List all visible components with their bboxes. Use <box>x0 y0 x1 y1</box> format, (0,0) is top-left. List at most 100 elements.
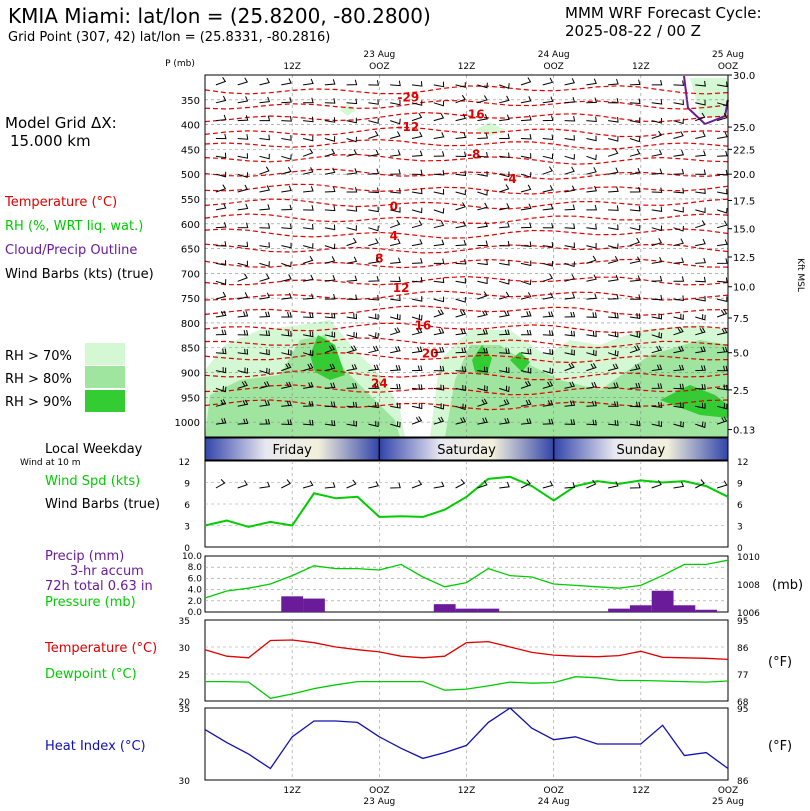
wind-barb <box>215 329 227 336</box>
wind-barb <box>564 261 575 268</box>
wind-barb <box>673 187 685 194</box>
wind-barb <box>411 207 423 214</box>
wind-barb <box>433 309 445 318</box>
wind-barb <box>651 332 663 339</box>
wind-barb <box>237 260 248 267</box>
wind-barb <box>695 365 706 372</box>
wind-barb <box>215 171 227 178</box>
wind-barb <box>586 381 597 389</box>
wind-barb <box>586 204 598 211</box>
wind-barb <box>411 384 423 390</box>
wind-barb <box>520 114 532 122</box>
wind-barb <box>411 239 423 247</box>
temp-tick-right-2: 86 <box>737 644 749 654</box>
wind-barb <box>695 276 706 283</box>
isotherm-label-6: 4 <box>390 229 398 243</box>
top-time-3: OOZ <box>543 62 563 72</box>
rh-shade-10 <box>690 78 728 120</box>
wind-barb <box>259 77 270 86</box>
wind-barb <box>390 313 401 321</box>
bottom-time-2: 12Z <box>458 786 476 796</box>
wind-barb <box>542 153 553 160</box>
wind-barb <box>368 118 379 124</box>
wind-barb <box>455 94 466 104</box>
wind-barb <box>390 364 401 372</box>
pressure-line <box>204 559 729 599</box>
wind-barb <box>433 132 445 139</box>
pressure-tick-4: 550 <box>181 195 200 206</box>
wind-barb <box>259 273 270 282</box>
wind-barb <box>607 350 619 357</box>
temp-tick-left-3: 35 <box>179 617 190 627</box>
wind-barb <box>324 256 336 264</box>
isotherm-label-0: -29 <box>398 90 420 104</box>
wind-barb <box>302 255 314 264</box>
wind-barb <box>673 383 685 390</box>
wind-barb <box>324 275 336 282</box>
wind-barb <box>717 365 728 372</box>
wind-barb <box>564 381 576 389</box>
wind-barb <box>520 96 532 104</box>
day-band-0 <box>205 438 380 460</box>
wind-barb <box>390 276 401 283</box>
wind-barb <box>259 367 270 375</box>
wind-barb <box>629 401 641 408</box>
wind-barb <box>390 257 401 264</box>
wind-barb <box>542 96 554 104</box>
wind-barb <box>237 292 249 300</box>
wind-barb <box>477 310 488 318</box>
surface-wind-barb <box>499 481 510 489</box>
pressure-tick-11: 900 <box>181 369 200 380</box>
wind-barb <box>346 382 358 389</box>
wind-barb <box>673 257 685 264</box>
wind-barb <box>520 153 532 159</box>
wind-barb <box>237 311 249 318</box>
wind-barb <box>586 293 597 300</box>
wind-barb <box>542 185 554 193</box>
surface-wind-barb <box>281 479 291 489</box>
wind-barb <box>716 309 728 318</box>
temp-tick-right-3: 95 <box>737 617 748 627</box>
wind-barb <box>346 168 358 175</box>
wind-barb <box>717 346 728 354</box>
model-label: MMM WRF Forecast Cycle: <box>565 4 762 22</box>
wind-barb <box>390 421 401 428</box>
height-tick-2: 22.5 <box>733 145 755 156</box>
wind-barb <box>673 402 684 409</box>
wind-barb <box>237 222 249 229</box>
precip-bar-3 <box>455 608 478 612</box>
wind-barb <box>390 207 401 213</box>
wind-tick-right-0: 0 <box>737 544 743 554</box>
wind-barb <box>215 152 227 159</box>
wind-barb <box>673 168 685 175</box>
wind-barb <box>499 279 510 285</box>
grid-km-label: 15.000 km <box>10 132 91 150</box>
wind-barb <box>607 256 619 264</box>
wind-barb <box>411 296 423 302</box>
wind-barb <box>215 260 227 266</box>
wind-barb <box>717 81 728 88</box>
wind-barb <box>433 296 445 303</box>
wind-barb <box>695 207 706 214</box>
wind-barb <box>455 113 467 122</box>
wind-barb <box>215 77 227 86</box>
wind-tick-left-2: 6 <box>184 501 190 511</box>
wind-barb <box>324 186 336 193</box>
wind-barb <box>390 169 401 175</box>
temp-legend: Temperature (°C) <box>5 195 118 210</box>
wind-barb <box>303 382 314 389</box>
wind-barb <box>281 330 292 337</box>
wind-barb <box>608 186 619 193</box>
wind-barb <box>346 294 358 301</box>
wind-barb <box>477 82 488 89</box>
wind-barb <box>542 311 554 318</box>
isotherm-label-2: -12 <box>398 120 420 134</box>
wind-barb <box>237 241 249 248</box>
wind-barb <box>368 345 379 354</box>
wind-barb <box>586 154 597 161</box>
wind-barb <box>281 381 292 389</box>
wind-barb <box>237 367 248 374</box>
unit-f2-label: (°F) <box>768 739 793 754</box>
pressure-tick-1: 1008 <box>737 581 760 591</box>
wind-barb <box>324 401 336 407</box>
